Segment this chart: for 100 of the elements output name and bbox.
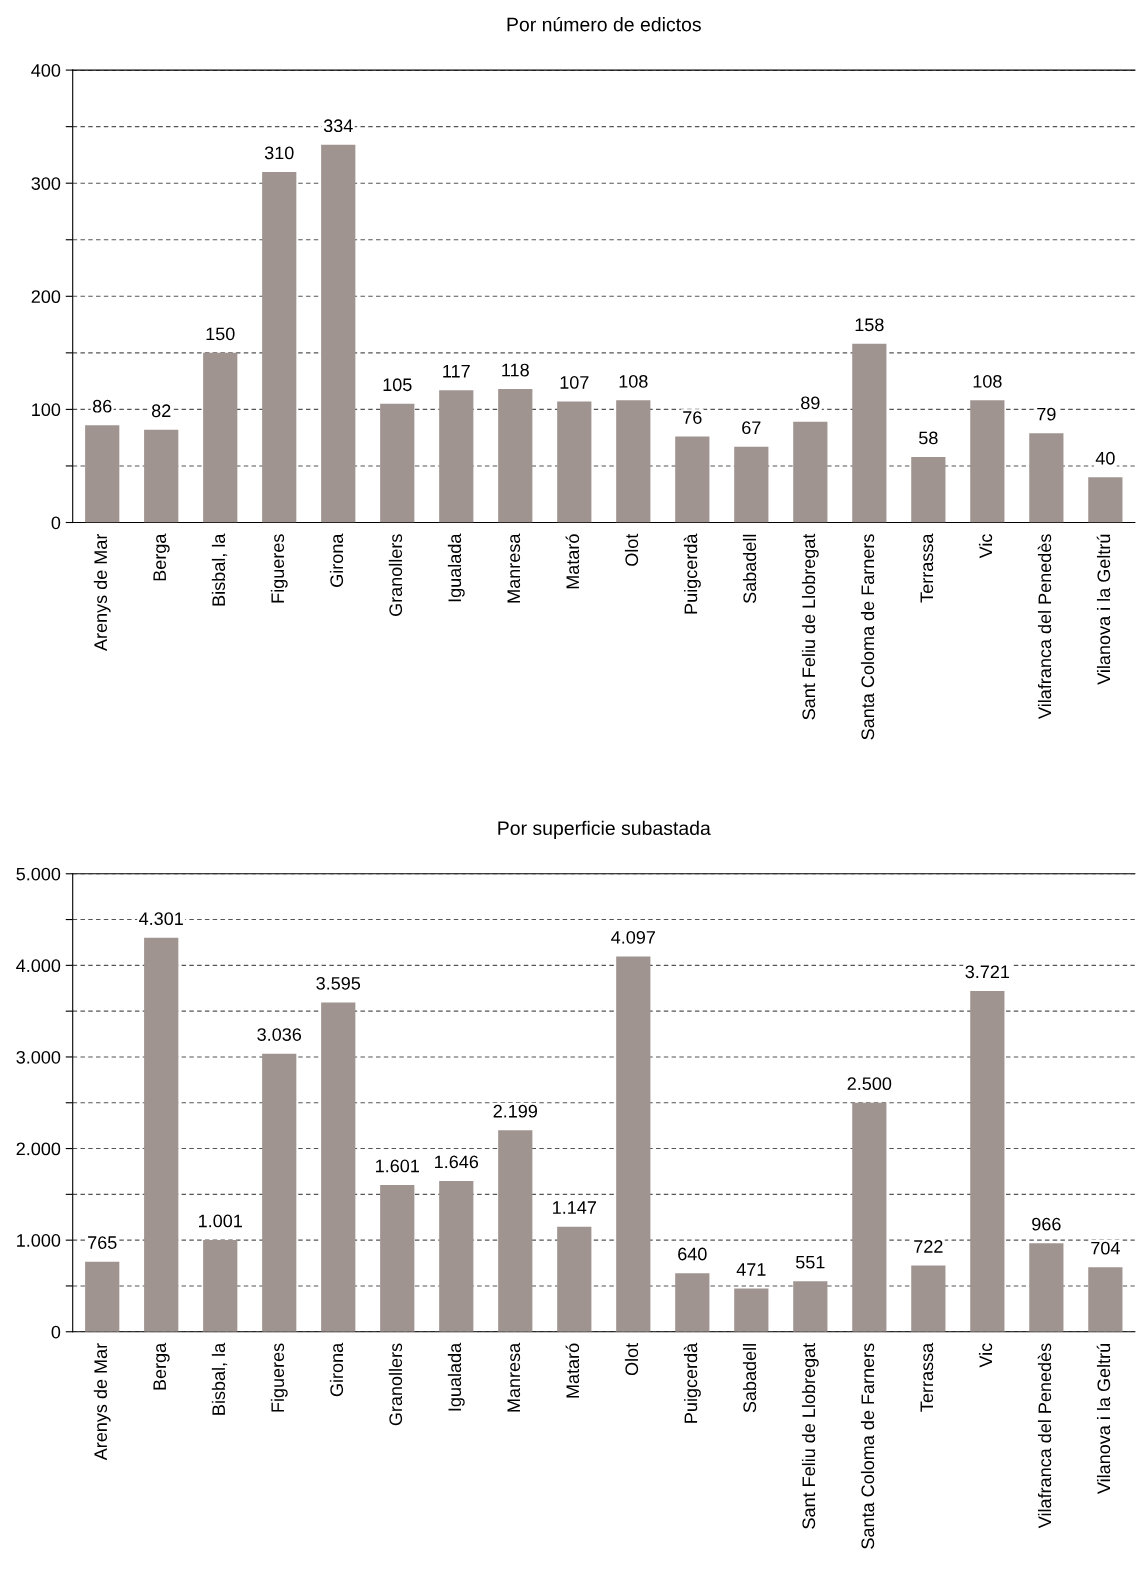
x-tick-label: Vilanova i la Geltrú xyxy=(1096,534,1111,685)
data-label: 4.301 xyxy=(139,912,183,926)
x-tick-label: Sant Feliu de Llobregat xyxy=(801,533,819,720)
bar xyxy=(321,144,356,523)
x-tick-label: Sant Feliu de Llobregat xyxy=(801,1342,819,1529)
bar xyxy=(498,1130,533,1332)
x-tick-label: Bisbal, la xyxy=(211,1342,228,1415)
data-label: 1.601 xyxy=(376,1159,419,1173)
chart-title: Por número de edictos xyxy=(507,16,701,32)
bar xyxy=(852,1102,887,1332)
x-tick-label: Arenys de Mar xyxy=(93,533,111,651)
x-tick-label: Terrassa xyxy=(920,533,934,603)
data-label: 551 xyxy=(795,1255,825,1269)
bar xyxy=(262,171,297,523)
bar xyxy=(262,1053,297,1332)
bar xyxy=(675,436,710,523)
bar xyxy=(970,400,1005,523)
data-label: 704 xyxy=(1091,1241,1120,1255)
y-tick-label: 5.000 xyxy=(16,867,61,881)
data-label: 67 xyxy=(742,421,761,435)
x-tick-label: Arenys de Mar xyxy=(93,1343,111,1461)
data-label: 89 xyxy=(801,396,820,410)
bar xyxy=(144,937,179,1332)
bar xyxy=(1029,433,1064,523)
y-tick-label: 100 xyxy=(32,403,61,417)
x-tick-label: Bisbal, la xyxy=(211,533,228,606)
data-label: 765 xyxy=(88,1236,117,1249)
bar xyxy=(557,401,592,523)
bar xyxy=(616,400,651,523)
data-label: 118 xyxy=(502,363,529,377)
data-label: 1.001 xyxy=(199,1214,242,1228)
x-tick-label: Sabadell xyxy=(742,1344,757,1413)
data-label: 108 xyxy=(973,374,1002,388)
bar xyxy=(557,1226,592,1332)
y-tick-label: 4.000 xyxy=(16,959,61,973)
x-tick-label: Mataró xyxy=(565,1343,580,1398)
bar xyxy=(734,1288,769,1332)
bar xyxy=(439,390,474,523)
x-tick-label: Vilafranca del Penedès xyxy=(1037,1343,1052,1529)
x-tick-label: Terrassa xyxy=(920,1342,934,1412)
data-label: 310 xyxy=(264,146,294,160)
bar xyxy=(793,1281,828,1332)
bar xyxy=(734,446,769,523)
y-tick-label: 3.000 xyxy=(16,1050,61,1064)
data-label: 640 xyxy=(678,1247,707,1261)
data-label: 2.199 xyxy=(493,1104,538,1118)
data-label: 76 xyxy=(683,411,702,424)
data-label: 79 xyxy=(1037,407,1056,421)
bar xyxy=(1088,1267,1123,1332)
bar xyxy=(793,421,828,523)
bar xyxy=(970,990,1005,1332)
bar xyxy=(85,1261,120,1332)
data-label: 722 xyxy=(914,1240,943,1253)
data-label: 4.097 xyxy=(611,930,655,944)
y-tick-label: 400 xyxy=(31,64,61,77)
data-label: 334 xyxy=(323,119,353,133)
data-label: 86 xyxy=(92,399,112,413)
x-tick-label: Olot xyxy=(624,533,639,566)
bar xyxy=(203,352,238,523)
data-label: 2.500 xyxy=(847,1077,892,1091)
data-label: 1.646 xyxy=(435,1155,479,1169)
data-label: 105 xyxy=(383,378,412,392)
bar xyxy=(911,1265,946,1332)
data-label: 3.721 xyxy=(965,965,1010,979)
bar xyxy=(85,425,120,523)
data-label: 3.595 xyxy=(316,976,361,990)
x-tick-label: Manresa xyxy=(507,1342,521,1412)
bar xyxy=(144,429,179,523)
x-tick-label: Berga xyxy=(153,1342,170,1390)
x-tick-label: Puigcerdà xyxy=(683,533,701,614)
x-tick-label: Vic xyxy=(978,1343,993,1368)
data-label: 471 xyxy=(736,1263,766,1276)
y-tick-label: 0 xyxy=(51,1325,61,1339)
bar xyxy=(321,1002,356,1332)
bar xyxy=(380,403,415,523)
data-label: 150 xyxy=(206,327,235,341)
data-label: 3.036 xyxy=(257,1028,302,1041)
bar xyxy=(1088,477,1123,523)
data-label: 966 xyxy=(1032,1217,1061,1231)
bar xyxy=(852,343,887,523)
x-tick-label: Granollers xyxy=(388,534,403,616)
x-tick-label: Santa Coloma de Farners xyxy=(860,1343,875,1549)
x-tick-label: Mataró xyxy=(565,534,580,589)
bar xyxy=(203,1240,238,1332)
x-tick-label: Santa Coloma de Farners xyxy=(860,534,875,740)
y-tick-label: 2.000 xyxy=(16,1142,61,1156)
x-tick-label: Vic xyxy=(978,534,993,559)
y-tick-label: 1.000 xyxy=(17,1234,61,1247)
bar xyxy=(911,456,946,523)
x-tick-label: Vilafranca del Penedès xyxy=(1037,534,1052,719)
data-label: 158 xyxy=(855,318,884,332)
x-tick-label: Vilanova i la Geltrú xyxy=(1096,1344,1111,1494)
bar xyxy=(1029,1243,1064,1332)
x-tick-label: Berga xyxy=(153,533,170,581)
x-tick-label: Granollers xyxy=(388,1343,403,1426)
data-label: 108 xyxy=(619,374,648,388)
x-tick-label: Figueres xyxy=(270,1343,288,1412)
data-label: 82 xyxy=(151,404,171,418)
bar xyxy=(439,1180,474,1332)
x-tick-label: Olot xyxy=(624,1342,639,1376)
